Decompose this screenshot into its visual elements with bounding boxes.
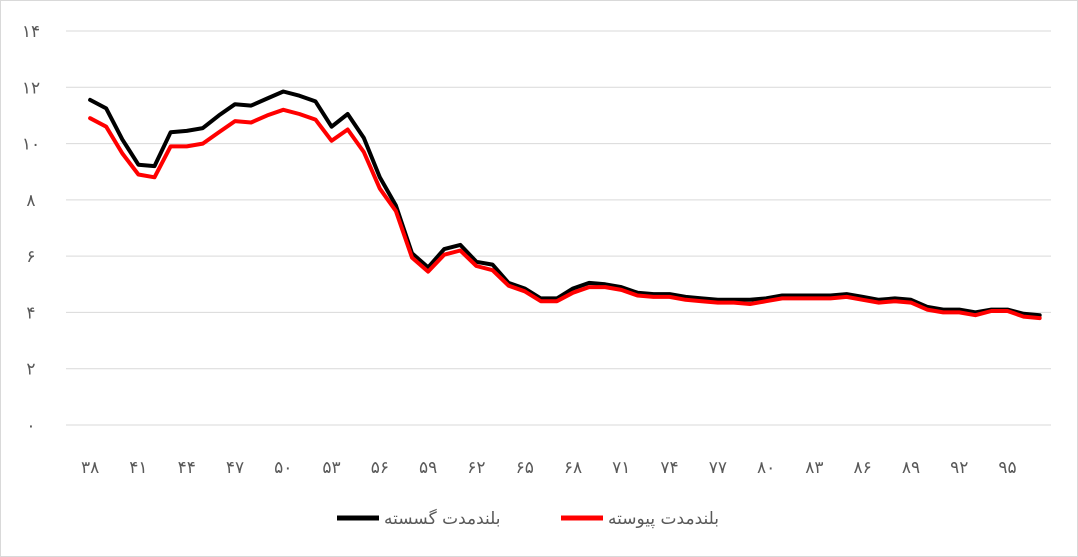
x-tick-label: ۴۱ (129, 458, 147, 478)
y-tick-label: ۰ (26, 416, 35, 436)
y-tick-label: ۱۴ (22, 22, 40, 42)
y-tick-label: ۱۲ (22, 78, 40, 98)
y-tick-label: ۲ (26, 360, 35, 380)
legend-label-series-2: بلندمدت پیوسته (608, 509, 719, 529)
x-tick-label: ۷۷ (709, 458, 727, 478)
y-axis-ticks: ۰ ۲ ۴ ۶ ۸ ۱۰ ۱۲ ۱۴ (22, 22, 40, 436)
x-tick-label: ۴۴ (178, 458, 196, 478)
x-axis-ticks: ۳۸ ۴۱ ۴۴ ۴۷ ۵۰ ۵۳ ۵۶ ۵۹ ۶۲ ۶۵ ۶۸ ۷۱ ۷۴ ۷۷ ۸۰ ۸۳ ۸۶ ۸۹ ۹۲ ۹۵ (81, 458, 1017, 478)
series-line-2 (88, 107, 1042, 321)
x-tick-label: ۹۲ (950, 458, 968, 478)
x-tick-label: ۶۸ (564, 458, 582, 478)
y-tick-label: ۶ (26, 247, 35, 267)
y-tick-label: ۱۰ (22, 135, 40, 155)
x-tick-label: ۳۸ (81, 458, 99, 478)
y-tick-label: ۴ (26, 303, 35, 323)
x-tick-label: ۵۳ (322, 458, 340, 478)
gridlines (66, 30, 1051, 426)
legend: بلندمدت گسسته بلندمدت پیوسته (337, 508, 719, 529)
x-tick-label: ۸۳ (805, 458, 823, 478)
x-tick-label: ۵۰ (274, 458, 292, 478)
legend-label-series-1: بلندمدت گسسته (384, 508, 501, 529)
x-tick-label: ۷۱ (612, 458, 630, 478)
x-tick-label: ۸۰ (757, 458, 775, 478)
x-tick-label: ۵۹ (419, 458, 437, 478)
x-tick-label: ۶۵ (516, 458, 534, 478)
x-tick-label: ۷۴ (660, 458, 678, 478)
x-tick-label: ۸۹ (902, 458, 920, 478)
y-tick-label: ۸ (26, 191, 35, 211)
series-line-1 (88, 89, 1042, 318)
x-tick-label: ۶۲ (467, 458, 485, 478)
x-tick-label: ۸۶ (854, 458, 872, 478)
x-tick-label: ۴۷ (226, 458, 244, 478)
x-tick-label: ۹۵ (998, 458, 1016, 478)
series-lines (88, 89, 1042, 321)
x-tick-label: ۵۶ (371, 458, 389, 478)
